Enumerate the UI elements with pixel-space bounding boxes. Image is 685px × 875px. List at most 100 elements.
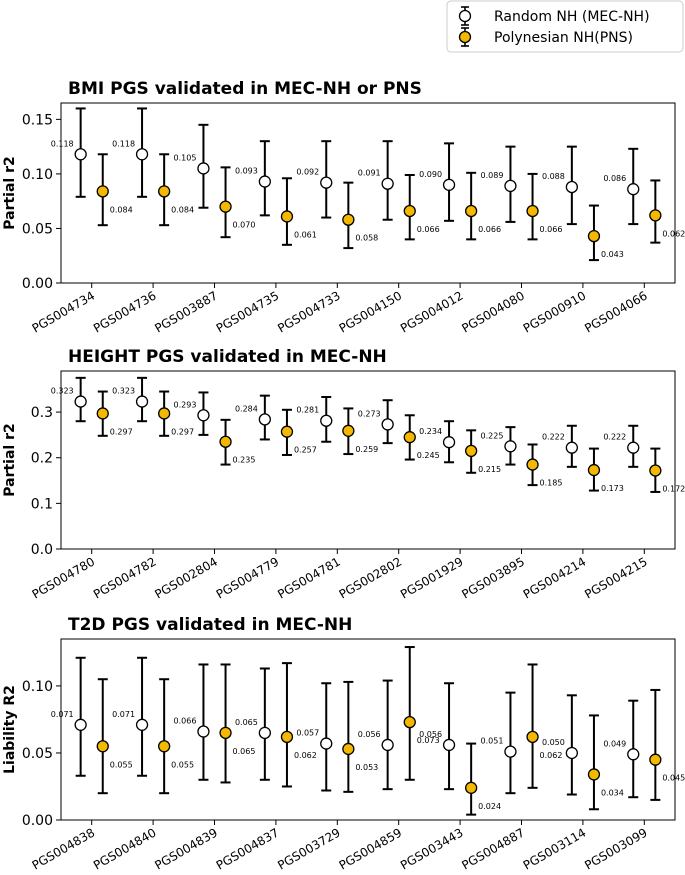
x-tick-label: PGS003114 [521, 825, 589, 872]
polynesian-nh-marker [403, 715, 416, 729]
x-tick-label: PGS003887 [152, 288, 220, 335]
x-tick-label: PGS004887 [459, 825, 527, 872]
data-label: 0.091 [358, 169, 381, 178]
y-tick-label: 0.10 [22, 167, 53, 183]
data-label: 0.045 [662, 774, 685, 783]
data-label: 0.061 [294, 230, 317, 239]
polynesian-nh-marker [526, 730, 539, 744]
data-label: 0.066 [540, 225, 563, 234]
x-tick-label: PGS001929 [398, 554, 466, 601]
polynesian-nh-marker [587, 768, 601, 781]
polynesian-nh-marker [219, 435, 232, 448]
x-tick-label: PGS004782 [91, 554, 159, 601]
data-label: 0.050 [542, 738, 565, 747]
data-label: 0.071 [51, 710, 74, 719]
random-nh-marker [442, 436, 456, 449]
data-label: 0.281 [296, 406, 319, 415]
data-label: 0.222 [542, 433, 565, 442]
random-nh-marker [320, 176, 333, 189]
polynesian-nh-marker [465, 781, 478, 794]
data-label: 0.235 [233, 456, 256, 465]
data-label: 0.323 [51, 387, 74, 396]
polynesian-nh-marker [280, 730, 294, 744]
random-nh-marker [320, 737, 333, 750]
x-tick-label: PGS004735 [214, 288, 282, 335]
y-axis-label: Partial r2 [2, 423, 18, 497]
x-tick-label: PGS003443 [398, 825, 466, 872]
x-tick-label: PGS004012 [398, 288, 466, 335]
x-tick-label: PGS004839 [152, 825, 220, 872]
data-label: 0.093 [235, 167, 258, 176]
data-label: 0.024 [478, 802, 501, 811]
polynesian-nh-marker [403, 431, 416, 444]
x-tick-label: PGS004736 [91, 288, 159, 335]
random-nh-marker [197, 725, 210, 738]
random-nh-marker [197, 162, 210, 175]
random-nh-marker [258, 413, 271, 426]
y-tick-label: 0.2 [31, 451, 53, 467]
data-label: 0.065 [233, 747, 256, 756]
data-label: 0.066 [478, 225, 501, 234]
x-tick-label: PGS000910 [521, 288, 589, 335]
data-label: 0.273 [358, 409, 381, 418]
polynesian-nh-marker [219, 726, 232, 740]
legend-marker-2 [458, 30, 472, 44]
data-label: 0.043 [601, 250, 624, 259]
polynesian-nh-marker [649, 753, 662, 766]
polynesian-nh-marker [280, 210, 294, 223]
random-nh-marker [381, 738, 394, 752]
data-label: 0.073 [417, 736, 440, 745]
legend-label-1: Random NH (MEC-NH) [494, 9, 650, 25]
random-nh-marker [442, 738, 456, 752]
polynesian-nh-marker [158, 740, 171, 753]
data-label: 0.070 [233, 221, 256, 230]
x-tick-label: PGS002802 [337, 554, 405, 601]
polynesian-nh-marker [526, 204, 539, 218]
data-label: 0.057 [296, 729, 319, 738]
x-tick-label: PGS004150 [337, 288, 405, 335]
polynesian-nh-marker [96, 407, 109, 420]
chart-panels: BMI PGS validated in MEC-NH or PNS Partia… [2, 79, 685, 873]
data-label: 0.049 [603, 739, 626, 748]
random-nh-marker [320, 414, 333, 427]
data-label: 0.084 [171, 205, 194, 214]
data-label: 0.105 [174, 153, 197, 162]
y-tick-label: 0.0 [31, 542, 53, 558]
legend-frame [446, 0, 684, 53]
random-nh-marker [258, 175, 271, 188]
random-nh-marker [565, 746, 578, 760]
x-tick-label: PGS004837 [214, 825, 282, 872]
data-label: 0.225 [481, 431, 504, 440]
x-tick-label: PGS004838 [30, 825, 98, 872]
data-label: 0.056 [358, 730, 381, 739]
data-label: 0.055 [110, 760, 133, 769]
y-axis-label: Partial r2 [2, 156, 18, 230]
polynesian-nh-marker [342, 213, 355, 226]
data-label: 0.172 [662, 484, 685, 493]
chart-title: T2D PGS validated in MEC-NH [68, 615, 352, 635]
x-tick-label: PGS004214 [521, 554, 589, 601]
data-label: 0.071 [112, 710, 135, 719]
x-tick-label: PGS004781 [275, 554, 343, 601]
polynesian-nh-marker [158, 185, 171, 198]
polynesian-nh-marker [158, 407, 171, 420]
polynesian-nh-marker [342, 424, 355, 437]
y-tick-label: 0.10 [22, 679, 53, 695]
random-nh-marker [135, 148, 149, 161]
y-tick-label: 0.05 [22, 746, 53, 762]
random-nh-marker [74, 148, 87, 161]
data-label: 0.062 [540, 751, 563, 760]
chart-title: BMI PGS validated in MEC-NH or PNS [68, 79, 422, 99]
random-nh-marker [565, 441, 578, 454]
x-tick-label: PGS004734 [30, 288, 98, 335]
polynesian-nh-marker [587, 463, 601, 477]
x-tick-label: PGS004780 [30, 554, 98, 601]
data-label: 0.053 [355, 763, 378, 772]
legend: Random NH (MEC-NH) Polynesian NH(PNS) [446, 0, 684, 53]
random-nh-marker [504, 440, 517, 453]
polynesian-nh-marker [465, 444, 478, 458]
polynesian-nh-marker [526, 458, 539, 471]
polynesian-nh-marker [342, 742, 355, 756]
data-label: 0.259 [355, 445, 378, 454]
